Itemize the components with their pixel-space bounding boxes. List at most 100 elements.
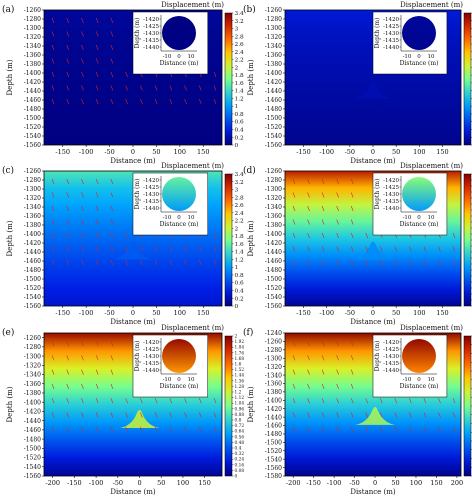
x-tick-label: -50	[104, 309, 114, 317]
colorbar	[224, 335, 233, 477]
x-tick-label: -100	[79, 309, 94, 317]
inset-y-tick-label: -1440	[383, 368, 399, 374]
x-axis-label: Distance (m)	[350, 318, 396, 326]
colorbar-tick-label: 2.4	[235, 50, 245, 56]
x-tick-label: 50	[392, 309, 400, 317]
inset-x-axis-label: Distance (m)	[400, 383, 439, 390]
inset-x-axis-label: Distance (m)	[400, 221, 439, 228]
y-tick-label: -1560	[265, 142, 282, 149]
colorbar-tick-label: 1.44	[235, 374, 245, 379]
y-tick-label: -1400	[24, 399, 41, 406]
inset-y-tick-label: -1430	[383, 354, 399, 360]
inset-x-tick-label: -10	[403, 54, 412, 60]
inset-y-tick-label: -1440	[143, 45, 159, 51]
inset-tunnel-section	[162, 339, 196, 373]
y-tick-label: -1420	[24, 409, 41, 416]
colorbar-tick-label: 1.4	[235, 250, 245, 256]
y-tick-label: -1280	[265, 16, 282, 23]
y-axis-label: Depth (m)	[247, 220, 255, 256]
x-axis-label: Distance (m)	[350, 488, 396, 496]
colorbar-tick-label: 1.8	[235, 234, 245, 240]
x-tick-label: -100	[319, 309, 334, 317]
x-tick-label: -150	[306, 479, 321, 487]
colorbar	[224, 173, 233, 307]
y-tick-label: -1420	[265, 406, 282, 413]
colorbar-tick-label: 0.8	[235, 273, 245, 279]
x-axis-label: Distance (m)	[350, 157, 396, 165]
x-tick-label: 150	[436, 309, 448, 317]
x-tick-label: 0	[131, 309, 135, 317]
x-tick-label: -150	[296, 148, 311, 156]
y-tick-label: -1400	[265, 70, 282, 77]
y-tick-label: -1520	[24, 285, 41, 292]
y-tick-label: -1260	[24, 168, 41, 175]
colorbar-tick-label: 0.16	[235, 463, 245, 468]
colorbar-tick-label: 0.2	[235, 135, 245, 141]
panel-label: (e)	[2, 327, 14, 338]
colorbar-tick-label: 0.56	[235, 435, 245, 440]
colorbar-tick-label: 0.8	[235, 419, 242, 424]
inset-y-tick-label: -1420	[143, 17, 159, 23]
panel-label: (c)	[2, 165, 14, 176]
y-tick-label: -1500	[265, 115, 282, 122]
inset-y-tick-label: -1430	[143, 31, 159, 37]
colorbar-tick-label: 2.6	[235, 203, 245, 209]
y-tick-label: -1420	[265, 79, 282, 86]
colorbar-tick-label: 2.8	[235, 195, 245, 201]
x-tick-label: 50	[157, 479, 165, 487]
inset-y-tick-label: -1420	[383, 17, 399, 23]
colorbar-tick-label: 1.12	[235, 396, 245, 401]
inset-y-axis-label: Depth (m)	[374, 18, 381, 49]
inset-x-tick-label: 0	[177, 215, 181, 221]
inset-x-tick-label: 10	[428, 377, 435, 383]
y-tick-label: -1540	[265, 133, 282, 140]
colorbar-tick-label: 1.04	[235, 402, 245, 407]
inset-y-tick-label: -1425	[383, 24, 399, 30]
colorbar-tick-label: 1	[235, 104, 239, 110]
colorbar-tick-label: 3.2	[235, 19, 245, 25]
inset-tunnel-section	[402, 339, 436, 373]
y-tick-label: -1560	[265, 465, 282, 472]
y-tick-label: -1340	[24, 372, 41, 379]
colorbar-tick-label: 2.4	[235, 211, 245, 217]
y-tick-label: -1520	[24, 455, 41, 462]
x-tick-label: -200	[286, 479, 301, 487]
y-tick-label: -1300	[265, 186, 282, 193]
inset-x-tick-label: 0	[417, 215, 421, 221]
colorbar-tick-label: 0.32	[235, 452, 245, 457]
colorbar-tick-label: 0.08	[235, 469, 245, 474]
colorbar-title: Displacement (m)	[400, 324, 463, 332]
y-tick-label: -1360	[24, 381, 41, 388]
inset-y-axis-label: Depth (m)	[134, 341, 141, 372]
colorbar-tick-label: 2	[235, 65, 239, 71]
inset-tunnel-section	[162, 16, 196, 50]
panel-label: (a)	[2, 4, 14, 15]
colorbar-tick-label: 0.88	[235, 413, 245, 418]
y-tick-label: -1480	[265, 431, 282, 438]
y-tick-label: -1460	[265, 97, 282, 104]
tunnel-bump	[119, 410, 160, 429]
y-tick-label: -1320	[24, 195, 41, 202]
colorbar-tick-label: 1.76	[235, 351, 245, 356]
inset-y-tick-label: -1425	[143, 24, 159, 30]
colorbar-tick-label: 1.92	[235, 340, 245, 345]
y-tick-label: -1340	[265, 43, 282, 50]
x-tick-label: 100	[174, 148, 186, 156]
colorbar-tick-label: 0	[235, 143, 239, 149]
inset-x-tick-label: 0	[417, 54, 421, 60]
colorbar-tick-label: 0.4	[235, 447, 242, 452]
panel-f: -1240 -1260-1280-1300 -1320-1340 -1360-1380…	[243, 324, 472, 496]
colorbar-tick-label: 1.4	[235, 89, 245, 95]
y-tick-label: -1440	[265, 414, 282, 421]
panel-label: (d)	[243, 165, 256, 176]
inset-y-axis-label: Depth (m)	[134, 18, 141, 49]
x-tick-label: 50	[392, 148, 400, 156]
x-tick-label: 200	[451, 479, 463, 487]
colorbar-tick-label: 0	[235, 475, 238, 480]
y-tick-label: -1300	[24, 25, 41, 32]
x-axis-label: Distance (m)	[110, 488, 156, 496]
inset-y-tick-label: -1420	[383, 340, 399, 346]
x-tick-label: 0	[371, 148, 375, 156]
inset-y-tick-label: -1425	[383, 185, 399, 191]
